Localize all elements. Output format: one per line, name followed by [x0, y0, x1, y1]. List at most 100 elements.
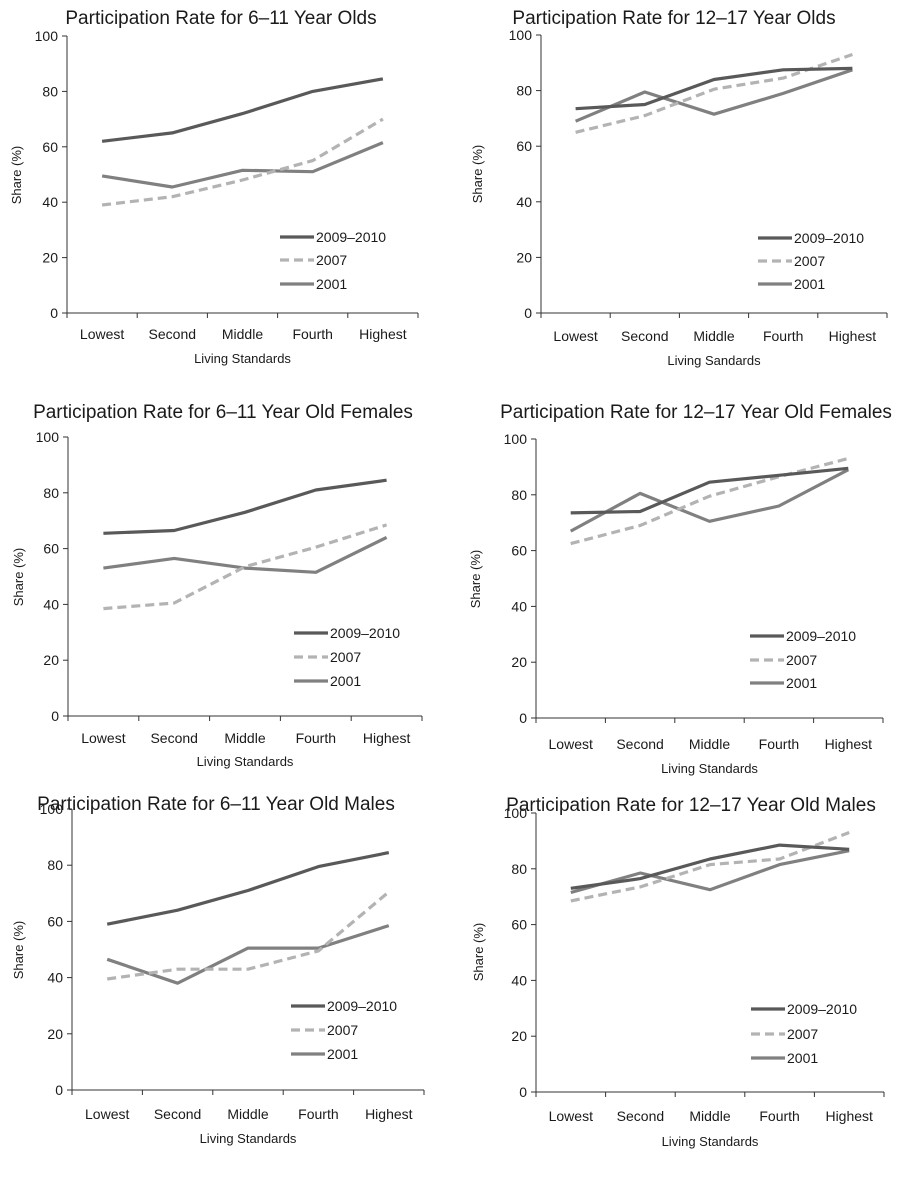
y-tick-label: 40	[516, 194, 532, 210]
legend-label: 2009–2010	[327, 998, 397, 1014]
x-tick-label: Second	[621, 328, 668, 344]
y-tick-label: 80	[42, 83, 58, 99]
y-tick-label: 80	[43, 485, 59, 501]
x-tick-label: Second	[617, 1108, 664, 1124]
chart-panel-5: Participation Rate for 6–11 Year Old Mal…	[0, 785, 458, 1180]
series-line-1	[570, 843, 850, 890]
y-tick-label: 20	[43, 652, 59, 668]
legend-label: 2009–2010	[786, 628, 856, 644]
legend-label: 2007	[794, 253, 825, 269]
y-tick-label: 0	[524, 305, 532, 321]
y-axis-title: Share (%)	[471, 923, 486, 982]
legend-label: 2001	[327, 1046, 358, 1062]
x-tick-label: Highest	[359, 326, 407, 342]
y-tick-label: 60	[43, 541, 59, 557]
x-tick-label: Fourth	[296, 730, 336, 746]
y-tick-label: 60	[47, 913, 63, 929]
y-tick-label: 80	[511, 487, 527, 503]
chart-svg-4: Participation Rate for 12–17 Year Old Fe…	[468, 402, 892, 776]
x-axis-title: Living Sandards	[667, 353, 761, 368]
legend-label: 2001	[316, 276, 347, 292]
y-axis-title: Share (%)	[9, 146, 24, 205]
x-tick-label: Lowest	[85, 1106, 129, 1122]
legend-label: 2007	[330, 649, 361, 665]
y-tick-label: 80	[47, 857, 63, 873]
y-tick-label: 40	[511, 972, 527, 988]
legend-label: 2001	[787, 1050, 818, 1066]
chart-panel-6: Participation Rate for 12–17 Year Old Ma…	[458, 785, 917, 1180]
series-line-3	[574, 68, 853, 123]
series-line-3	[569, 468, 850, 533]
y-tick-label: 100	[36, 429, 60, 445]
x-tick-label: Highest	[825, 736, 873, 752]
x-tick-label: Middle	[227, 1106, 268, 1122]
y-tick-label: 20	[47, 1026, 63, 1042]
y-tick-label: 20	[42, 250, 58, 266]
y-axis-title: Share (%)	[468, 550, 483, 609]
y-tick-label: 60	[42, 139, 58, 155]
x-tick-label: Highest	[825, 1108, 873, 1124]
x-axis-title: Living Standards	[194, 351, 291, 366]
y-tick-label: 80	[511, 861, 527, 877]
x-tick-label: Middle	[689, 1108, 730, 1124]
legend-label: 2007	[787, 1026, 818, 1042]
y-tick-label: 40	[47, 970, 63, 986]
x-tick-label: Fourth	[763, 328, 803, 344]
y-tick-label: 60	[516, 138, 532, 154]
x-tick-label: Middle	[222, 326, 263, 342]
x-tick-label: Fourth	[298, 1106, 338, 1122]
chart-title: Participation Rate for 12–17 Year Old Ma…	[506, 795, 876, 816]
legend-label: 2007	[786, 652, 817, 668]
x-tick-label: Second	[616, 736, 663, 752]
x-tick-label: Lowest	[80, 326, 124, 342]
x-tick-label: Middle	[689, 736, 730, 752]
x-axis-title: Living Standards	[662, 1134, 759, 1149]
series-line-3	[101, 141, 384, 189]
series-line-2	[106, 890, 390, 981]
y-tick-label: 100	[35, 28, 59, 44]
series-line-2	[570, 831, 850, 903]
y-tick-label: 80	[516, 83, 532, 99]
y-tick-label: 100	[504, 805, 528, 821]
x-axis-title: Living Standards	[197, 754, 294, 769]
x-tick-label: Lowest	[553, 328, 597, 344]
legend-label: 2009–2010	[316, 229, 386, 245]
chart-svg-5: Participation Rate for 6–11 Year Old Mal…	[11, 794, 425, 1146]
legend-label: 2007	[327, 1022, 358, 1038]
series-line-1	[103, 478, 387, 535]
x-tick-label: Middle	[693, 328, 734, 344]
x-tick-label: Lowest	[549, 736, 593, 752]
y-tick-label: 40	[511, 598, 527, 614]
series-line-3	[106, 924, 390, 985]
chart-svg-6: Participation Rate for 12–17 Year Old Ma…	[471, 795, 885, 1149]
chart-svg-3: Participation Rate for 6–11 Year Old Fem…	[11, 402, 423, 769]
chart-panel-4: Participation Rate for 12–17 Year Old Fe…	[458, 392, 917, 785]
x-tick-label: Fourth	[292, 326, 332, 342]
y-tick-label: 0	[50, 305, 58, 321]
x-tick-label: Middle	[224, 730, 265, 746]
series-line-2	[575, 52, 853, 134]
x-tick-label: Highest	[829, 328, 877, 344]
y-tick-label: 20	[516, 249, 532, 265]
y-tick-label: 60	[511, 917, 527, 933]
y-tick-label: 100	[509, 27, 533, 43]
y-tick-label: 0	[51, 708, 59, 724]
y-tick-label: 40	[42, 194, 58, 210]
series-line-1	[101, 77, 384, 143]
chart-panel-3: Participation Rate for 6–11 Year Old Fem…	[0, 392, 458, 785]
chart-title: Participation Rate for 12–17 Year Olds	[512, 8, 835, 29]
chart-title: Participation Rate for 12–17 Year Old Fe…	[500, 402, 892, 423]
x-axis-title: Living Standards	[661, 761, 758, 776]
x-tick-label: Highest	[365, 1106, 413, 1122]
chart-svg-1: Participation Rate for 6–11 Year Olds 0 20…	[9, 8, 419, 366]
x-tick-label: Highest	[363, 730, 411, 746]
y-axis-title: Share (%)	[11, 921, 26, 980]
legend-label: 2009–2010	[330, 625, 400, 641]
series-line-1	[106, 851, 390, 926]
y-axis-title: Share (%)	[470, 145, 485, 204]
y-tick-label: 20	[511, 654, 527, 670]
y-tick-label: 0	[55, 1082, 63, 1098]
series-line-2	[101, 117, 384, 207]
x-tick-label: Second	[150, 730, 197, 746]
chart-panel-1: Participation Rate for 6–11 Year Olds 0 20…	[0, 0, 458, 392]
